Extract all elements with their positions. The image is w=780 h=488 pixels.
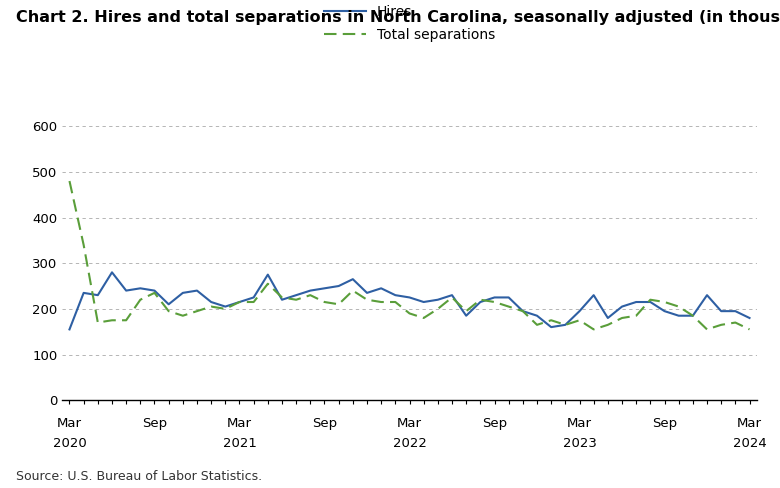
Legend: Hires, Total separations: Hires, Total separations	[324, 5, 495, 41]
Text: Chart 2. Hires and total separations in North Carolina, seasonally adjusted (in : Chart 2. Hires and total separations in …	[16, 10, 780, 25]
Text: Sep: Sep	[482, 417, 507, 430]
Text: Source: U.S. Bureau of Labor Statistics.: Source: U.S. Bureau of Labor Statistics.	[16, 470, 262, 483]
Text: Mar: Mar	[737, 417, 762, 430]
Text: Mar: Mar	[567, 417, 592, 430]
Text: 2020: 2020	[52, 437, 87, 450]
Text: 2021: 2021	[222, 437, 257, 450]
Text: Mar: Mar	[57, 417, 82, 430]
Text: Sep: Sep	[652, 417, 677, 430]
Text: Mar: Mar	[227, 417, 252, 430]
Text: 2023: 2023	[562, 437, 597, 450]
Text: Sep: Sep	[312, 417, 337, 430]
Text: Sep: Sep	[142, 417, 167, 430]
Text: 2022: 2022	[392, 437, 427, 450]
Text: 2024: 2024	[732, 437, 767, 450]
Text: Mar: Mar	[397, 417, 422, 430]
